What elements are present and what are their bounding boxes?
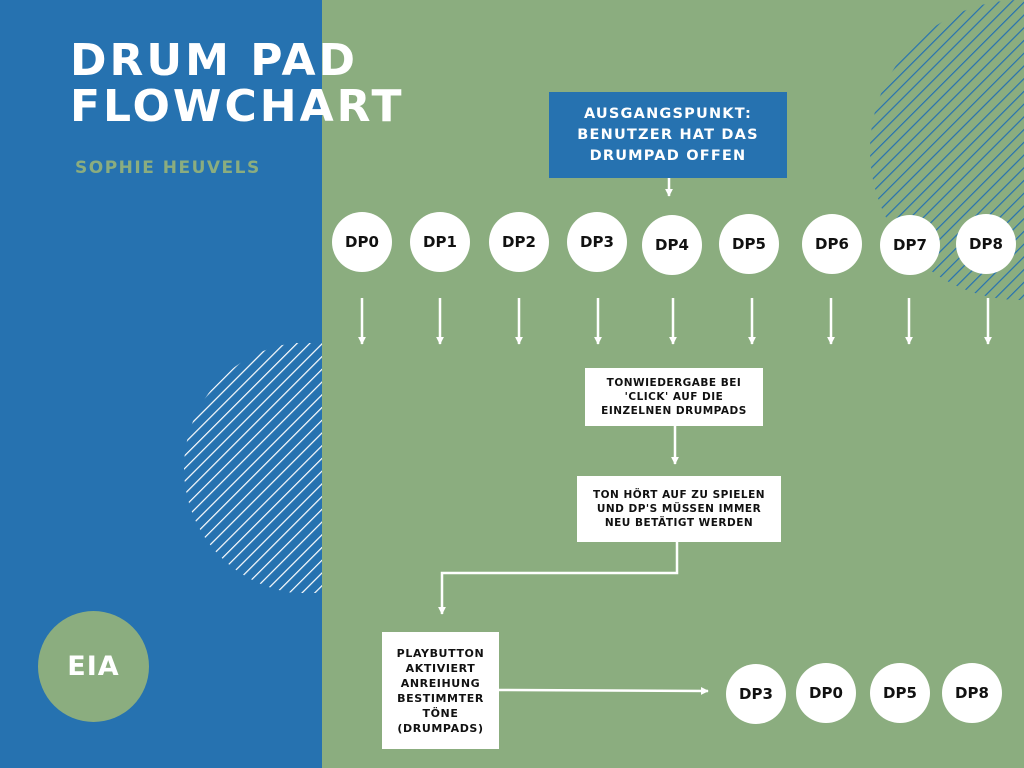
author-name: SOPHIE HEUVELS [75, 158, 261, 178]
sequence-pad-1: DP3 [726, 664, 786, 724]
step-playbutton: PLAYBUTTON AKTIVIERT ANREIHUNG BESTIMMTE… [382, 632, 499, 749]
sequence-pad-3: DP5 [870, 663, 930, 723]
arrow-step2-to-step3 [437, 542, 679, 615]
drum-pad-dp8: DP8 [956, 214, 1016, 274]
hatched-circle-left [184, 343, 322, 593]
drum-pad-dp7: DP7 [880, 215, 940, 275]
drum-pad-dp4: DP4 [642, 215, 702, 275]
title-line-2: FLOWCHART [70, 81, 405, 132]
drum-pad-dp6: DP6 [802, 214, 862, 274]
drum-pad-dp5: DP5 [719, 214, 779, 274]
start-node: AUSGANGSPUNKT: BENUTZER HAT DAS DRUMPAD … [549, 92, 787, 178]
page-title: DRUM PAD FLOWCHART [70, 38, 405, 130]
drum-pad-dp2: DP2 [489, 212, 549, 272]
logo-badge: EIA [38, 611, 149, 722]
drum-pad-dp1: DP1 [410, 212, 470, 272]
title-line-1: DRUM PAD [70, 35, 359, 86]
sequence-pad-2: DP0 [796, 663, 856, 723]
step-sound-stops: TON HÖRT AUF ZU SPIELEN UND DP'S MÜSSEN … [577, 476, 781, 542]
arrow-step3-to-sequence [498, 686, 709, 695]
drum-pad-dp0: DP0 [332, 212, 392, 272]
drum-pad-dp3: DP3 [567, 212, 627, 272]
sequence-pad-4: DP8 [942, 663, 1002, 723]
step-playback-on-click: TONWIEDERGABE BEI 'CLICK' AUF DIE EINZEL… [585, 368, 763, 426]
